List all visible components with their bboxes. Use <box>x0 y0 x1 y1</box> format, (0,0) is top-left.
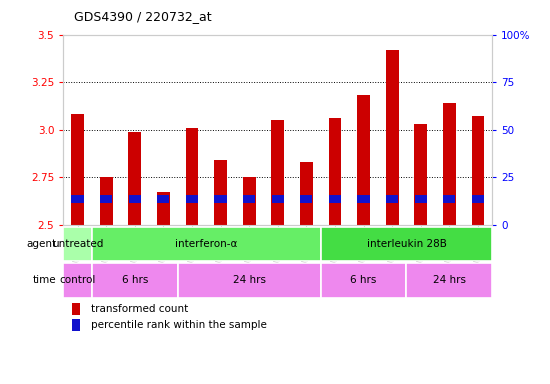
Text: control: control <box>59 275 96 285</box>
Text: GDS4390 / 220732_at: GDS4390 / 220732_at <box>74 10 212 23</box>
Text: 24 hrs: 24 hrs <box>433 275 466 285</box>
Bar <box>178 263 321 298</box>
Bar <box>63 227 92 261</box>
Bar <box>214 195 227 203</box>
Bar <box>386 195 398 203</box>
Text: transformed count: transformed count <box>91 304 189 314</box>
Bar <box>129 195 141 203</box>
Bar <box>300 195 312 203</box>
Bar <box>63 263 92 298</box>
Bar <box>92 263 178 298</box>
Bar <box>415 195 427 203</box>
Bar <box>243 177 256 225</box>
Bar <box>472 195 484 203</box>
Bar <box>386 50 399 225</box>
Bar <box>100 195 112 203</box>
Bar <box>100 177 113 225</box>
Bar <box>186 195 198 203</box>
Bar <box>357 95 370 225</box>
Bar <box>406 263 492 298</box>
Bar <box>443 195 455 203</box>
Text: untreated: untreated <box>52 239 103 249</box>
Bar <box>157 192 170 225</box>
Bar <box>471 116 485 225</box>
Text: interleukin 28B: interleukin 28B <box>366 239 447 249</box>
Bar <box>214 160 227 225</box>
Text: interferon-α: interferon-α <box>175 239 238 249</box>
Bar <box>300 162 313 225</box>
Bar <box>185 128 199 225</box>
Bar <box>271 120 284 225</box>
Text: percentile rank within the sample: percentile rank within the sample <box>91 320 267 331</box>
Bar <box>92 227 321 261</box>
Bar <box>272 195 284 203</box>
Bar <box>321 227 492 261</box>
Bar <box>72 303 80 315</box>
Bar <box>71 114 84 225</box>
Bar <box>321 263 406 298</box>
Bar <box>243 195 255 203</box>
Text: 6 hrs: 6 hrs <box>122 275 148 285</box>
Bar <box>414 124 427 225</box>
Bar <box>329 195 341 203</box>
Text: 24 hrs: 24 hrs <box>233 275 266 285</box>
Text: 6 hrs: 6 hrs <box>350 275 377 285</box>
Bar <box>157 195 169 203</box>
Bar <box>358 195 370 203</box>
Bar <box>72 195 84 203</box>
Bar <box>443 103 456 225</box>
Text: agent: agent <box>26 239 56 249</box>
Text: time: time <box>32 275 56 285</box>
Bar <box>328 118 342 225</box>
Bar <box>72 319 80 331</box>
Bar <box>128 131 141 225</box>
